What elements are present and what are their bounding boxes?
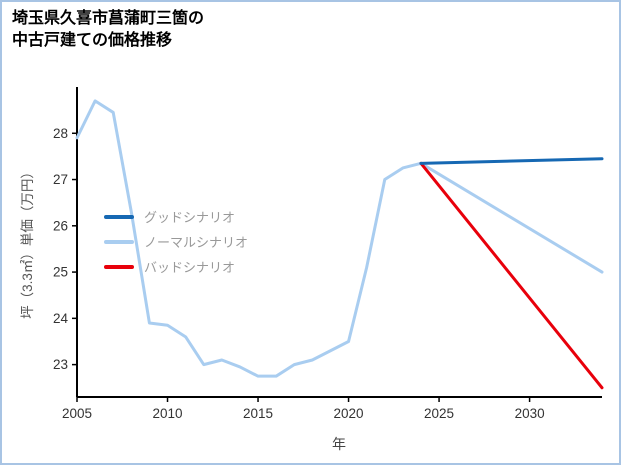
x-tick-label: 2020 — [334, 406, 364, 421]
y-tick-label: 28 — [53, 126, 68, 141]
legend-label-normal: ノーマルシナリオ — [144, 235, 249, 250]
x-tick-label: 2005 — [62, 406, 92, 421]
series-line-0 — [419, 157, 604, 165]
y-axis-label: 坪（3.3㎡）単価（万円） — [20, 165, 35, 319]
x-tick-label: 2025 — [424, 406, 454, 421]
good-scenario-line-swatch — [104, 214, 134, 219]
chart-title-line2: 中古戸建ての価格推移 — [12, 32, 173, 50]
chart-title: 埼玉県久喜市菖蒲町三箇の 中古戸建ての価格推移 — [12, 8, 204, 53]
legend-item-normal-scenario: ノーマルシナリオ — [104, 229, 248, 254]
legend-label-bad: バッドシナリオ — [144, 260, 236, 275]
legend: グッドシナリオ ノーマルシナリオ バッドシナリオ — [104, 204, 248, 279]
y-tick-label: 24 — [53, 311, 69, 326]
series-line-1 — [75, 99, 604, 378]
y-tick-label: 23 — [53, 357, 68, 372]
y-tick-label: 26 — [53, 218, 68, 233]
legend-label-good: グッドシナリオ — [144, 210, 236, 225]
legend-item-good-scenario: グッドシナリオ — [104, 204, 248, 229]
y-tick-label: 27 — [53, 172, 68, 187]
series-line-2 — [419, 161, 604, 390]
legend-item-bad-scenario: バッドシナリオ — [104, 254, 248, 279]
x-axis-label: 年 — [332, 436, 346, 452]
x-tick-label: 2010 — [152, 406, 182, 421]
x-tick-label: 2015 — [243, 406, 273, 421]
bad-scenario-line-swatch — [104, 264, 134, 269]
normal-scenario-line-swatch — [104, 239, 134, 244]
x-tick-label: 2030 — [515, 406, 545, 421]
y-tick-label: 25 — [53, 265, 68, 280]
chart-title-line1: 埼玉県久喜市菖蒲町三箇の — [12, 10, 205, 27]
